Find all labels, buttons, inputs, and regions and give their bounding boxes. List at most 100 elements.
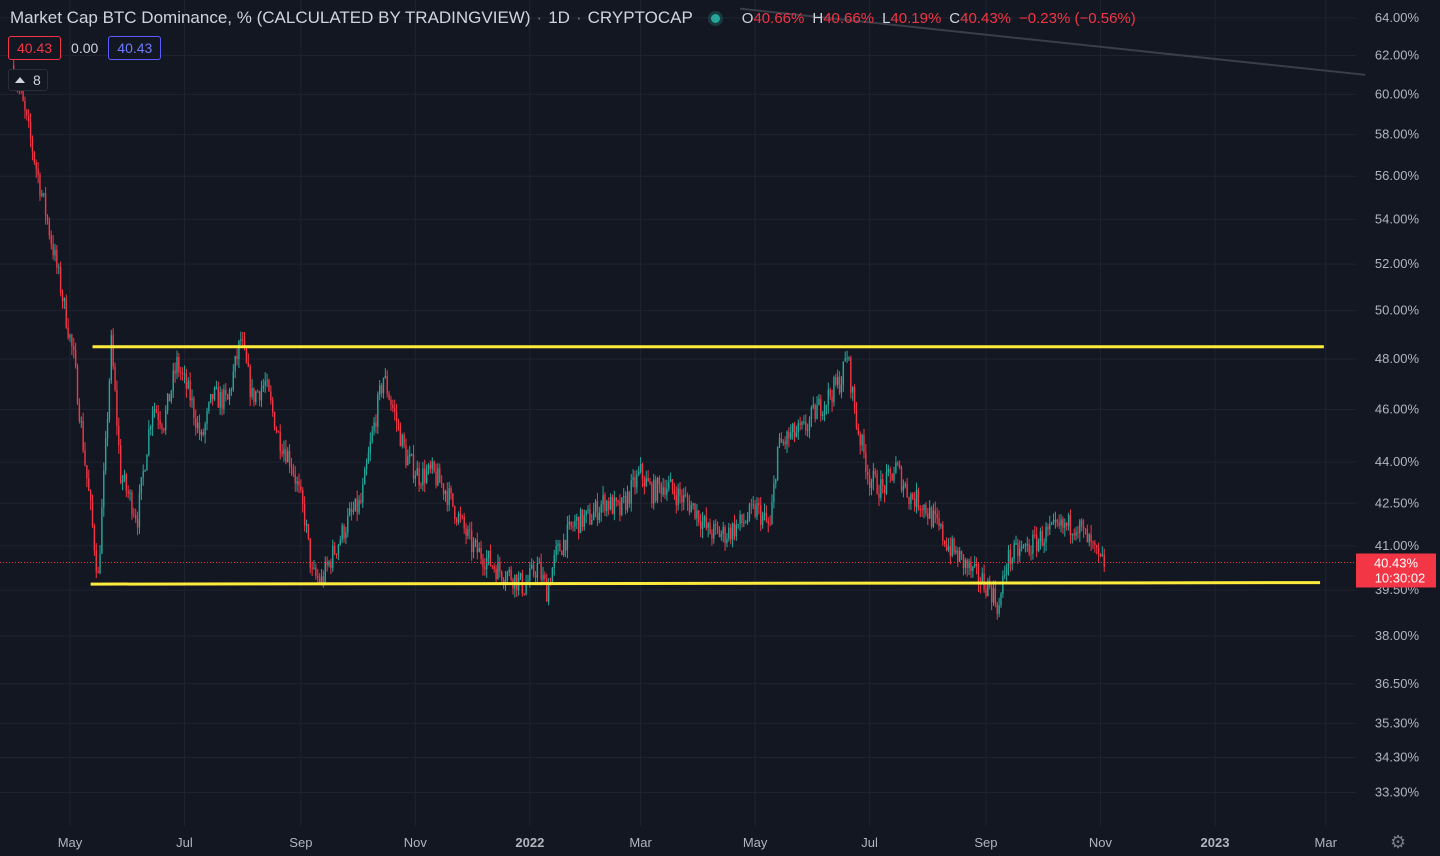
candle-body: [204, 423, 206, 435]
candle-body: [739, 514, 741, 524]
candle-body: [28, 115, 30, 122]
gear-icon[interactable]: ⚙: [1390, 832, 1407, 852]
candle-body: [161, 424, 163, 429]
interval-label[interactable]: 1D: [548, 8, 570, 27]
candle-body: [1052, 520, 1055, 523]
candle-body: [138, 492, 141, 528]
candle-body: [510, 569, 512, 580]
candle-body: [1043, 542, 1045, 546]
candle-body: [230, 389, 233, 391]
candle-body: [330, 561, 332, 569]
candle-body: [838, 376, 841, 393]
candle-body: [523, 593, 525, 595]
candle-body: [1026, 544, 1028, 546]
time-axis[interactable]: May Jul Sep Nov 2022 Mar May Jul Sep Nov 2023 Mar: [58, 835, 1338, 850]
candle-body: [191, 398, 193, 401]
candle-body: [234, 356, 236, 372]
candle-body: [478, 547, 480, 553]
candle-body: [335, 553, 338, 555]
candle-body: [506, 572, 509, 581]
candle-body: [226, 394, 229, 400]
candle-body: [437, 468, 439, 486]
candle-body: [424, 468, 426, 483]
candle-body: [609, 496, 612, 510]
candle-body: [178, 356, 180, 373]
candle-body: [679, 488, 681, 496]
candle-body: [735, 524, 738, 537]
candle-body: [1088, 534, 1090, 543]
candle-body: [358, 500, 360, 513]
candle-body: [238, 340, 240, 360]
drawing-lines[interactable]: [0, 7, 1366, 586]
y-tick-label: 46.00%: [1375, 401, 1420, 416]
candle-body: [669, 479, 672, 483]
y-tick-label: 38.00%: [1375, 628, 1420, 643]
candle-body: [1017, 543, 1019, 557]
candle-body: [709, 523, 711, 534]
indicators-toggle[interactable]: 8: [8, 69, 48, 91]
candle-body: [835, 377, 837, 385]
high-value: 40.66%: [823, 9, 875, 27]
candle-body: [202, 431, 204, 435]
candle-body: [893, 473, 895, 481]
chart-header: Market Cap BTC Dominance, % (CALCULATED …: [10, 8, 1136, 27]
candle-body: [416, 468, 418, 476]
candle-body: [671, 479, 674, 490]
candle-body: [292, 468, 295, 475]
candle-body: [206, 410, 208, 424]
candle-body: [294, 474, 296, 484]
candle-body: [977, 565, 980, 583]
candle-body: [821, 414, 824, 417]
candle-body: [253, 387, 255, 403]
trend-line[interactable]: [739, 7, 1366, 76]
candle-body: [99, 553, 101, 574]
sell-price-button[interactable]: 40.43: [8, 36, 62, 60]
candle-body: [1005, 567, 1008, 575]
candle-body: [446, 490, 448, 505]
candle-body: [442, 483, 445, 494]
candle-body: [362, 484, 364, 503]
candle-body: [337, 544, 340, 555]
candle-body: [885, 471, 888, 494]
candle-body: [279, 432, 281, 452]
price-axis[interactable]: 64.00% 62.00% 60.00% 58.00% 56.00% 54.00% 52.0…: [1356, 10, 1436, 800]
candle-body: [559, 543, 561, 552]
candle-body: [142, 471, 144, 478]
candle-body: [786, 431, 788, 445]
candle-body: [31, 138, 34, 153]
candle-body: [58, 267, 60, 269]
candle-body: [795, 432, 798, 437]
candle-body: [78, 404, 81, 422]
buy-price-button[interactable]: 40.43: [108, 36, 162, 60]
candle-body: [131, 492, 133, 515]
symbol-title[interactable]: Market Cap BTC Dominance, % (CALCULATED …: [10, 8, 531, 27]
candle-body: [728, 527, 730, 539]
candle-body: [347, 515, 349, 533]
candle-body: [775, 479, 777, 484]
candle-body: [43, 193, 45, 195]
candle-body: [859, 433, 861, 446]
candle-body: [151, 410, 154, 427]
candle-body: [388, 393, 390, 400]
candle-body: [998, 605, 1000, 614]
candle-body: [74, 349, 77, 366]
candle-body: [379, 385, 381, 395]
support-line[interactable]: [90, 581, 1321, 586]
candle-body: [690, 505, 692, 513]
candle-body: [146, 454, 148, 471]
candle-body: [1015, 543, 1017, 545]
candle-body: [925, 504, 927, 514]
candle-body: [812, 404, 814, 408]
candle-body: [1101, 554, 1104, 556]
candle-body: [852, 387, 854, 393]
candle-body: [716, 525, 719, 530]
candle-body: [902, 485, 905, 491]
candle-body: [514, 574, 516, 589]
candle-body: [604, 495, 606, 512]
candle-body: [95, 550, 97, 572]
candle-body: [1097, 546, 1100, 554]
candle-body: [67, 327, 69, 338]
candle-body: [908, 497, 910, 505]
candle-body: [829, 389, 831, 397]
